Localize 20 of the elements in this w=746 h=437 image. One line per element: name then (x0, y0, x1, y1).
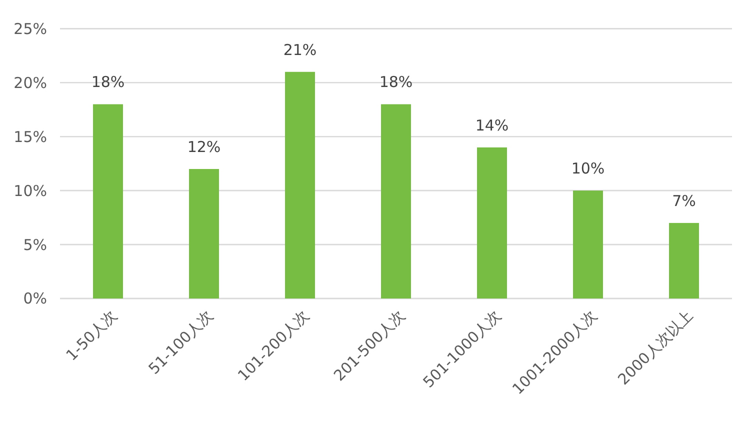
y-tick-label: 25% (14, 20, 47, 38)
data-label: 21% (283, 40, 317, 59)
y-tick-label: 15% (14, 128, 47, 146)
data-label: 14% (475, 116, 509, 134)
y-tick-label: 10% (14, 182, 47, 200)
y-tick-label: 20% (14, 74, 47, 92)
data-label: 7% (672, 192, 696, 210)
bar (189, 168, 219, 298)
bar (93, 104, 123, 298)
bar (669, 222, 699, 298)
data-label: 18% (379, 73, 413, 92)
data-label: 12% (187, 138, 221, 156)
bar (381, 104, 411, 298)
bar (285, 72, 315, 298)
y-tick-label: 0% (23, 290, 47, 308)
bar (477, 147, 507, 298)
data-label: 18% (91, 73, 125, 92)
bar (573, 190, 603, 298)
data-label: 10% (571, 160, 605, 178)
y-tick-label: 5% (23, 236, 47, 254)
